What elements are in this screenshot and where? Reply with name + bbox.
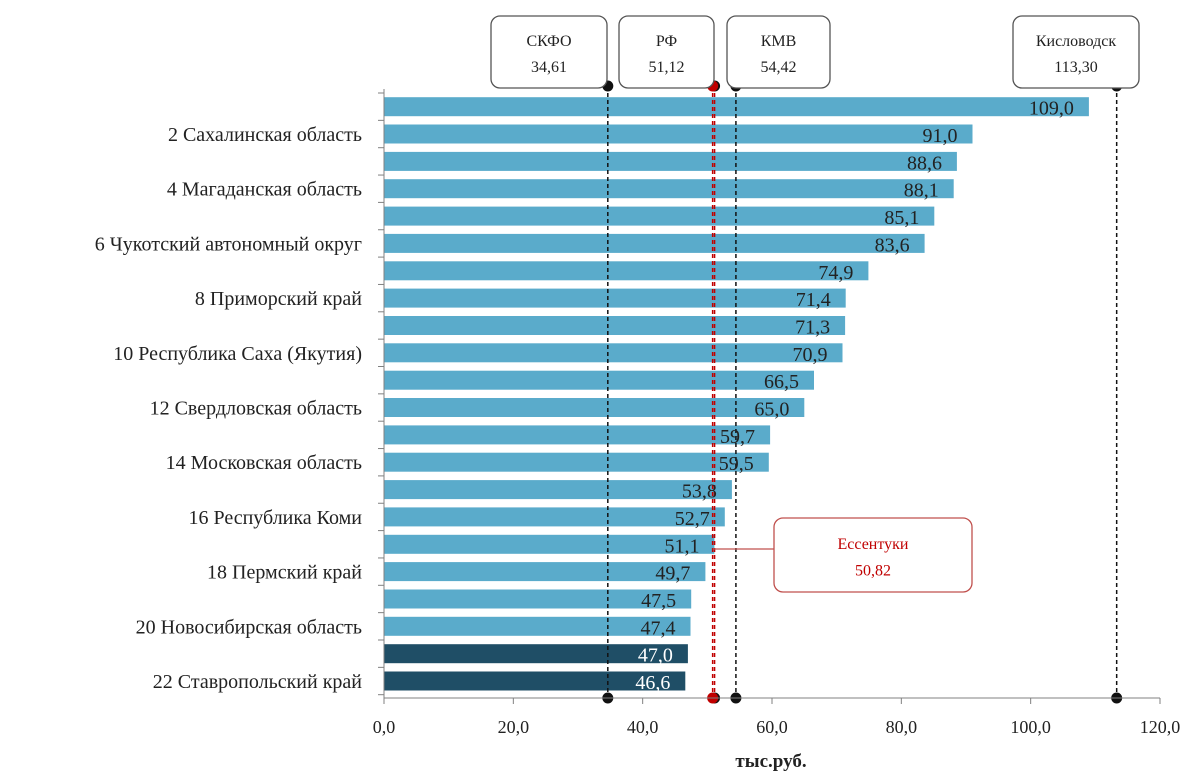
x-tick-label: 0,0 [373, 717, 396, 737]
callout-kmv: КМВ 54,42 [726, 15, 831, 89]
data-label: 65,0 [754, 399, 789, 421]
bar [384, 398, 805, 417]
bar [384, 179, 954, 199]
bar [384, 288, 846, 308]
bar [384, 151, 957, 171]
bar [384, 507, 725, 527]
bar [384, 480, 732, 500]
callout-skfo: СКФО 34,61 [490, 15, 608, 89]
category-label: 22 Ставропольский край [153, 671, 363, 693]
bar [384, 589, 692, 609]
data-label: 109,0 [1029, 98, 1074, 120]
data-label: 66,5 [764, 371, 799, 393]
bar [384, 124, 973, 144]
category-label: 20 Новосибирская область [136, 616, 362, 638]
category-label: 16 Республика Коми [188, 507, 362, 529]
bar [384, 206, 935, 226]
bar [384, 316, 846, 335]
callout-frame [618, 15, 715, 89]
category-label: 2 Сахалинская область [168, 124, 362, 146]
bar [384, 644, 688, 664]
data-label: 88,6 [907, 152, 942, 174]
callout-connector [712, 548, 776, 555]
bar [384, 452, 769, 472]
bar [384, 261, 869, 281]
callout-value: 113,30 [1054, 59, 1097, 76]
data-label: 59,7 [720, 426, 755, 448]
data-label: 51,1 [664, 535, 699, 557]
x-tick-label: 80,0 [886, 717, 918, 737]
data-label: 47,5 [641, 590, 676, 612]
value-labels: 109,0 91,0 88,6 88,1 85,1 83,6 74,9 71,4 71,3 70,… [635, 98, 1074, 694]
data-label: 47,0 [638, 645, 673, 667]
callout-value: 51,12 [649, 59, 685, 76]
data-label: 70,9 [792, 344, 827, 366]
bar [384, 370, 814, 390]
data-label: 85,1 [884, 207, 919, 229]
data-label: 71,3 [795, 316, 830, 338]
callout-rf: РФ 51,12 [618, 15, 715, 89]
x-axis: 0,0 20,0 40,0 60,0 80,0 100,0 120,0 [373, 89, 1181, 737]
callout-name: СКФО [526, 33, 571, 50]
x-tick-label: 60,0 [756, 717, 788, 737]
callout-frame [490, 15, 608, 89]
bar [384, 534, 715, 554]
callout-value: 50,82 [855, 563, 891, 580]
x-tick-label: 120,0 [1140, 717, 1181, 737]
data-label: 47,4 [641, 617, 676, 639]
category-label: 4 Магаданская область [167, 179, 362, 201]
data-label: 83,6 [875, 234, 910, 256]
bar [384, 233, 925, 253]
bars-layer [384, 97, 1089, 691]
bar [384, 97, 1089, 117]
data-label: 74,9 [818, 262, 853, 284]
callout-name: КМВ [761, 33, 797, 50]
callout-kislovodsk: Кисловодск 113,30 [1012, 15, 1140, 89]
bar [384, 425, 771, 445]
category-label: 8 Приморский край [195, 288, 362, 310]
bar [384, 671, 686, 691]
callout-name: Ессентуки [838, 536, 909, 553]
category-label: 6 Чукотский автономный округ [95, 233, 362, 255]
bar [384, 343, 843, 363]
data-label: 88,1 [904, 180, 939, 202]
callout-frame [726, 15, 831, 89]
callout-boxes: СКФО 34,61 РФ 51,12 КМВ 54,42 Кисловодск 113,30… [490, 15, 1140, 593]
category-label: 10 Республика Саха (Якутия) [113, 343, 362, 365]
x-tick-label: 40,0 [627, 717, 659, 737]
callout-frame [773, 517, 973, 593]
data-label: 46,6 [635, 672, 670, 694]
data-label: 59,5 [719, 453, 754, 475]
category-labels: 2 Сахалинская область 4 Магаданская облас… [95, 124, 363, 693]
bar [384, 562, 706, 582]
data-label: 52,7 [675, 508, 710, 530]
data-label: 71,4 [796, 289, 831, 311]
data-label: 53,8 [682, 481, 717, 503]
x-tick-label: 100,0 [1010, 717, 1051, 737]
x-tick-label: 20,0 [498, 717, 530, 737]
callout-value: 34,61 [531, 59, 567, 76]
category-label: 14 Московская область [166, 452, 362, 474]
callout-name: РФ [656, 33, 677, 50]
callout-frame [1012, 15, 1140, 89]
category-label: 12 Свердловская область [150, 398, 362, 420]
bar [384, 616, 691, 636]
x-axis-title: тыс.руб. [735, 751, 806, 772]
data-label: 91,0 [922, 125, 957, 147]
category-label: 18 Пермский край [207, 562, 362, 584]
callout-name: Кисловодск [1036, 33, 1117, 50]
callout-value: 54,42 [761, 59, 797, 76]
data-label: 49,7 [655, 563, 690, 585]
callout-essentuki: Ессентуки 50,82 [773, 517, 973, 593]
reference-lines-layer [602, 80, 1123, 704]
